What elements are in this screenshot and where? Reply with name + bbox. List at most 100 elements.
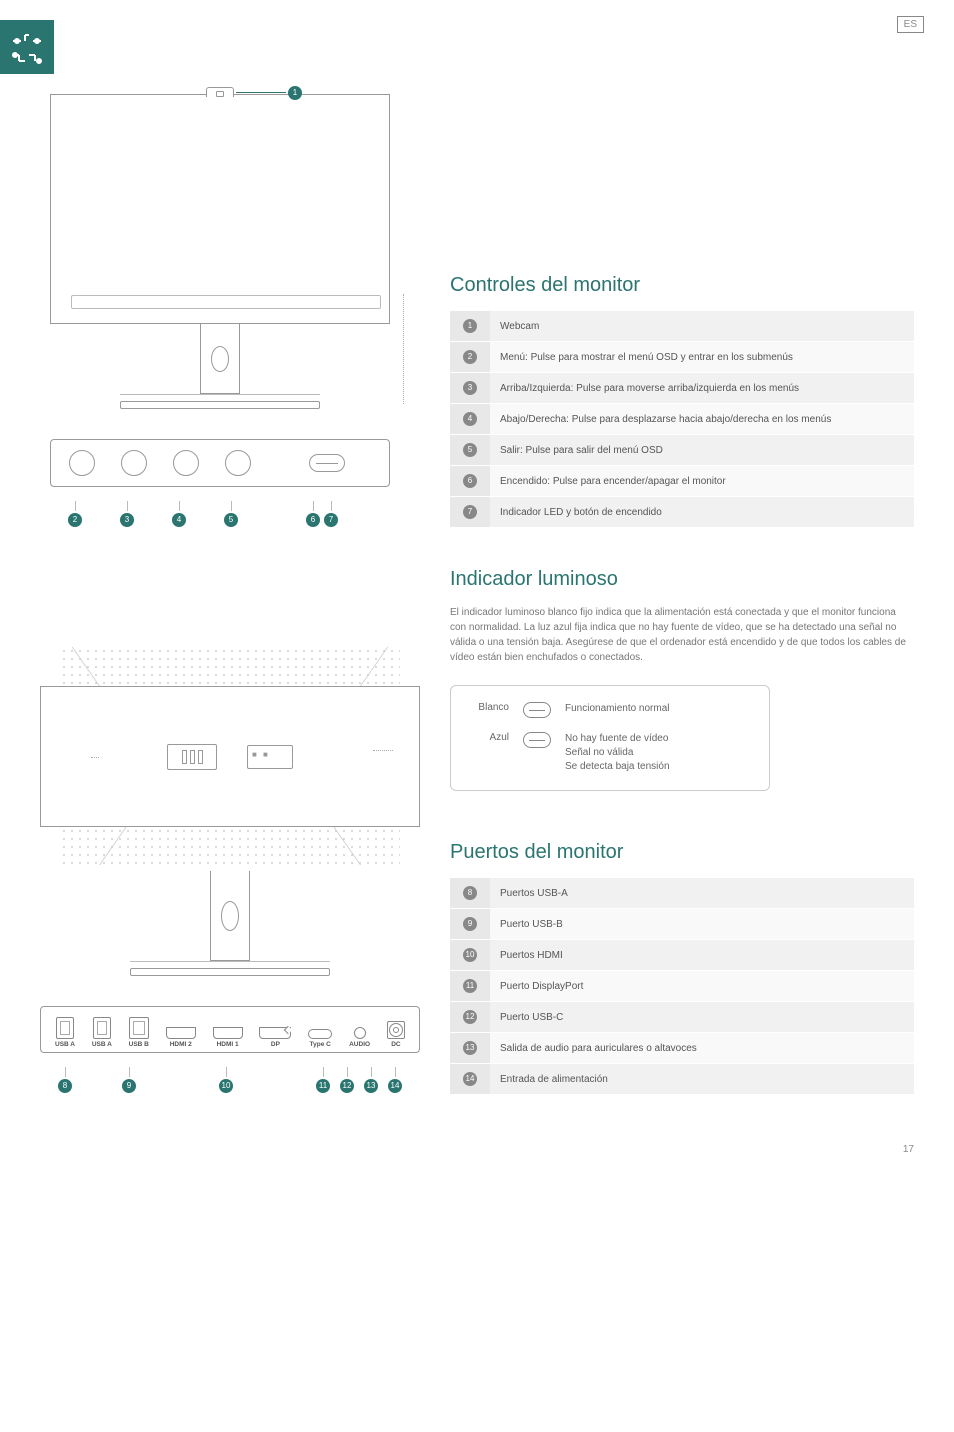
row-desc: Puerto USB-B (490, 909, 914, 940)
webcam-notch (206, 87, 234, 97)
row-number-badge: 1 (463, 319, 477, 333)
callout-3: 3 (120, 513, 134, 527)
port-label: DP (271, 1041, 280, 1048)
row-desc: Puerto DisplayPort (490, 971, 914, 1002)
row-number-badge: 11 (463, 979, 477, 993)
row-desc: Abajo/Derecha: Pulse para desplazarse ha… (490, 404, 914, 435)
indicator-paragraph: El indicador luminoso blanco fijo indica… (450, 605, 914, 665)
monitor-ports-diagram: USB A USB A USB B HDMI 2 HDMI 1 DP Type … (40, 647, 420, 1093)
usb-b-port-icon (129, 1017, 149, 1039)
controls-table: 1 Webcam2Menú: Pulse para mostrar el menú… (450, 311, 914, 528)
row-desc: Puerto USB-C (490, 1002, 914, 1033)
callout-4: 4 (172, 513, 186, 527)
callout-12: 12 (340, 1079, 354, 1093)
callout-8: 8 (58, 1079, 72, 1093)
led-icon (523, 702, 551, 718)
indicator-desc: Funcionamiento normal (565, 702, 753, 716)
callout-7: 7 (324, 513, 338, 527)
row-number-badge: 4 (463, 412, 477, 426)
port-label: USB A (55, 1041, 75, 1048)
port-label: HDMI 1 (217, 1041, 239, 1048)
row-number-badge: 14 (463, 1072, 477, 1086)
osd-button (225, 450, 251, 476)
table-row: 4 Abajo/Derecha: Pulse para desplazarse h… (450, 404, 914, 435)
row-number-badge: 3 (463, 381, 477, 395)
osd-button (173, 450, 199, 476)
callout-10: 10 (219, 1079, 233, 1093)
table-row: 12 Puerto USB-C (450, 1002, 914, 1033)
table-row: 5 Salir: Pulse para salir del menú OSD (450, 435, 914, 466)
usb-a-port-icon (93, 1017, 111, 1039)
port-label: Type C (310, 1041, 331, 1048)
row-desc: Indicador LED y botón de encendido (490, 497, 914, 528)
callout-14: 14 (388, 1079, 402, 1093)
callout-2: 2 (68, 513, 82, 527)
port-label: HDMI 2 (170, 1041, 192, 1048)
row-desc: Puertos HDMI (490, 940, 914, 971)
hdmi-port-icon (166, 1027, 196, 1039)
indicator-state-row: Azul No hay fuente de vídeoSeñal no váli… (467, 732, 753, 774)
table-row: 8 Puertos USB-A (450, 878, 914, 909)
monitor-stand-neck (210, 871, 250, 961)
row-desc: Encendido: Pulse para encender/apagar el… (490, 466, 914, 497)
osd-button (121, 450, 147, 476)
audio-port-icon (354, 1027, 366, 1039)
table-row: 14 Entrada de alimentación (450, 1064, 914, 1095)
port-label: DC (391, 1041, 400, 1048)
dc-port-icon (389, 1023, 403, 1037)
monitor-stand-neck (200, 324, 240, 394)
port-label: USB B (129, 1041, 149, 1048)
indicator-states-box: Blanco Funcionamiento normal Azul No hay… (450, 685, 770, 791)
callout-1: 1 (288, 86, 302, 100)
table-row: 13Salida de audio para auriculares o alt… (450, 1033, 914, 1064)
row-number-badge: 9 (463, 917, 477, 931)
indicator-state-row: Blanco Funcionamiento normal (467, 702, 753, 718)
callout-13: 13 (364, 1079, 378, 1093)
table-row: 9 Puerto USB-B (450, 909, 914, 940)
table-row: 10 Puertos HDMI (450, 940, 914, 971)
callout-5: 5 (224, 513, 238, 527)
language-badge: ES (897, 16, 924, 33)
table-row: 3Arriba/Izquierda: Pulse para moverse ar… (450, 373, 914, 404)
table-row: 11 Puerto DisplayPort (450, 971, 914, 1002)
indicator-title: Indicador luminoso (450, 568, 914, 591)
power-button (309, 454, 345, 472)
dp-port-icon (259, 1027, 291, 1039)
typec-port-icon (308, 1029, 332, 1039)
row-number-badge: 7 (463, 505, 477, 519)
row-number-badge: 13 (463, 1041, 477, 1055)
indicator-color-label: Blanco (467, 702, 509, 713)
hdmi-port-icon (213, 1027, 243, 1039)
row-number-badge: 8 (463, 886, 477, 900)
monitor-stand-base (120, 401, 320, 409)
monitor-screen-outline: 1 (50, 94, 390, 324)
table-row: 7 Indicador LED y botón de encendido (450, 497, 914, 528)
ports-title: Puertos del monitor (450, 841, 914, 864)
row-desc: Salir: Pulse para salir del menú OSD (490, 435, 914, 466)
row-desc: Entrada de alimentación (490, 1064, 914, 1095)
indicator-color-label: Azul (467, 732, 509, 743)
controls-title: Controles del monitor (450, 274, 914, 297)
row-number-badge: 2 (463, 350, 477, 364)
port-label: USB A (92, 1041, 112, 1048)
row-number-badge: 10 (463, 948, 477, 962)
row-number-badge: 6 (463, 474, 477, 488)
row-number-badge: 5 (463, 443, 477, 457)
callout-6: 6 (306, 513, 320, 527)
monitor-front-diagram: 1 2 (40, 94, 400, 527)
row-desc: Puertos USB-A (490, 878, 914, 909)
brand-logo (0, 20, 54, 74)
led-icon (523, 732, 551, 748)
row-number-badge: 12 (463, 1010, 477, 1024)
usb-a-port-icon (56, 1017, 74, 1039)
monitor-stand-base (130, 968, 330, 976)
row-desc: Webcam (490, 311, 914, 342)
buttons-panel (50, 439, 390, 487)
page-number: 17 (903, 1144, 914, 1155)
table-row: 2Menú: Pulse para mostrar el menú OSD y … (450, 342, 914, 373)
ports-table: 8 Puertos USB-A 9 Puerto USB-B 10 Puertos HDM… (450, 878, 914, 1095)
port-label: AUDIO (349, 1041, 370, 1048)
osd-button (69, 450, 95, 476)
ports-panel: USB A USB A USB B HDMI 2 HDMI 1 DP Type … (40, 1006, 420, 1053)
vesa-mount (167, 744, 217, 770)
